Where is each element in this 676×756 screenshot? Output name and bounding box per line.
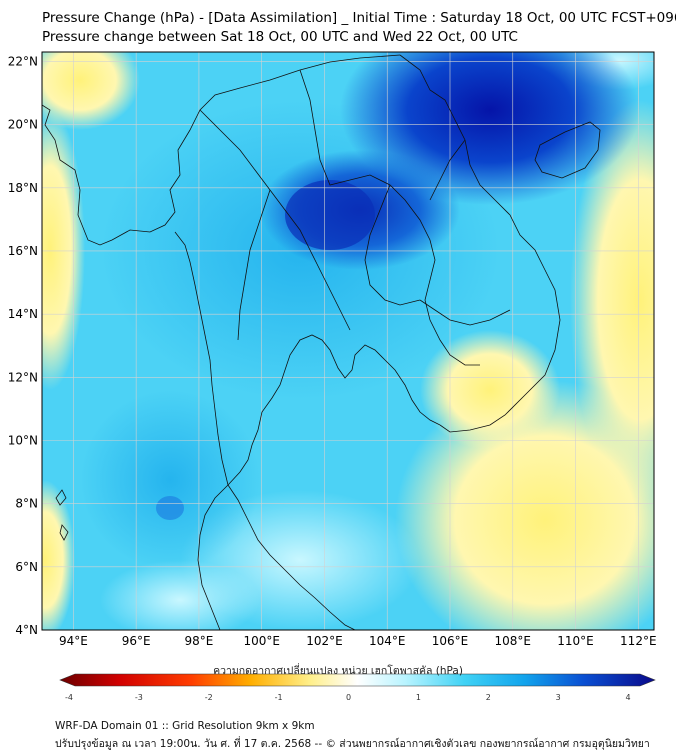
chart-title: Pressure Change (hPa) - [Data Assimilati… [42, 10, 676, 26]
colorbar-tick-label: 4 [625, 693, 630, 702]
lon-tick-label: 102°E [306, 634, 343, 648]
lon-tick-label: 112°E [620, 634, 657, 648]
graticule [42, 52, 654, 631]
colorbar-tick-label: -1 [275, 693, 283, 702]
lon-tick-label: 104°E [369, 634, 406, 648]
lon-tick-label: 110°E [557, 634, 594, 648]
footer-domain-info: WRF-DA Domain 01 :: Grid Resolution 9km … [55, 720, 315, 732]
lat-tick-label: 14°N [8, 307, 38, 321]
lon-tick-label: 94°E [59, 634, 88, 648]
colorbar-tick-label: -3 [135, 693, 143, 702]
lat-tick-label: 18°N [8, 181, 38, 195]
colorbar-tick-label: 0 [346, 693, 351, 702]
colorbar-tick-label: 3 [556, 693, 561, 702]
colorbar-tick-label: -2 [205, 693, 213, 702]
lon-tick-label: 108°E [495, 634, 532, 648]
lat-tick-label: 20°N [8, 118, 38, 132]
lat-tick-label: 4°N [15, 623, 38, 637]
lon-tick-label: 98°E [184, 634, 213, 648]
map-frame [41, 51, 655, 631]
lon-tick-label: 96°E [122, 634, 151, 648]
colorbar-tick-label: 1 [416, 693, 421, 702]
colorbar-tick-label: 2 [486, 693, 491, 702]
colorbar: -4 -3 -2 -1 0 1 2 3 4 [59, 673, 656, 702]
lat-tick-label: 16°N [8, 244, 38, 258]
lat-tick-label: 8°N [15, 497, 38, 511]
colorbar-strip [59, 673, 656, 687]
lat-tick-label: 22°N [8, 54, 38, 68]
longitude-labels: 94°E 96°E 98°E 100°E 102°E 104°E 106°E 108°E 110… [59, 634, 657, 648]
lon-tick-label: 106°E [432, 634, 469, 648]
colorbar-tick-label: -4 [65, 693, 73, 702]
pressure-field [42, 52, 654, 630]
colorbar-ticks: -4 -3 -2 -1 0 1 2 3 4 [65, 693, 631, 702]
lon-tick-label: 100°E [243, 634, 280, 648]
lat-tick-label: 10°N [8, 433, 38, 447]
chart-subtitle: Pressure change between Sat 18 Oct, 00 U… [42, 29, 518, 45]
colorbar-label: ความกดอากาศเปลี่ยนแปลง หน่วย เฮกโตพาสคัล… [213, 665, 463, 677]
latitude-labels: 22°N 20°N 18°N 16°N 14°N 12°N 10°N 8°N 6°N 4°N [8, 54, 38, 637]
lat-tick-label: 12°N [8, 370, 38, 384]
footer-update-info: ปรับปรุงข้อมูล ณ เวลา 19:00น. วัน ศ. ที่… [55, 738, 650, 750]
coastlines [42, 54, 601, 630]
lat-tick-label: 6°N [15, 560, 38, 574]
